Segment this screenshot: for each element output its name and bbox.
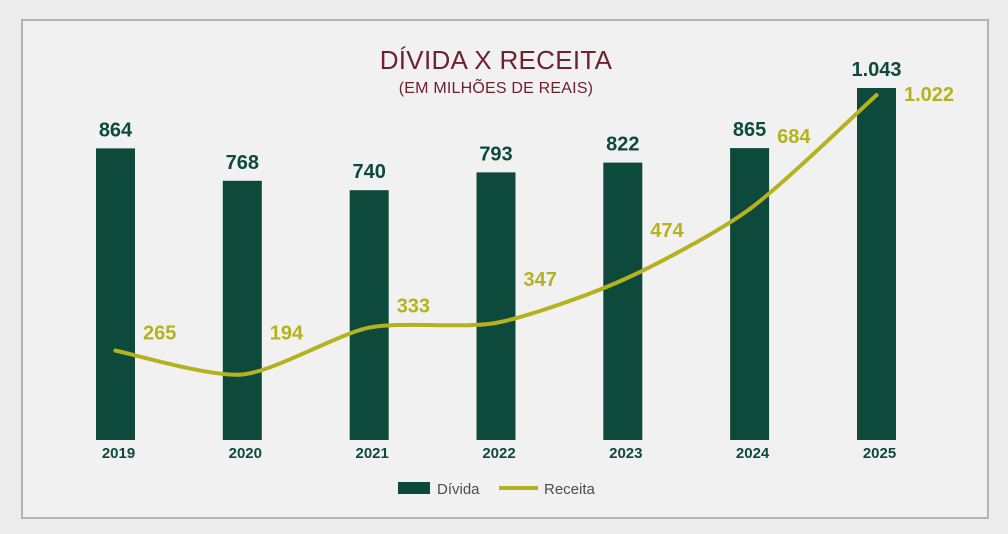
receita-point-2023[interactable]	[620, 278, 625, 282]
x-tick-label-2019: 2019	[102, 445, 135, 462]
legend-label-divida: Dívida	[437, 481, 480, 498]
chart-title: DÍVIDA X RECEITA	[380, 45, 613, 75]
receita-point-2022[interactable]	[494, 320, 498, 325]
bar-divida-2022[interactable]	[476, 172, 516, 440]
divida-value-label-2024: 865	[733, 119, 766, 141]
receita-value-label-2022: 347	[524, 269, 557, 291]
bar-divida-2019[interactable]	[96, 148, 135, 440]
x-tick-label-2023: 2023	[609, 445, 642, 462]
divida-bars	[96, 88, 896, 441]
receita-value-label-2023: 474	[650, 220, 684, 242]
x-tick-label-2022: 2022	[482, 445, 515, 462]
legend-item-receita[interactable]: Receita	[499, 481, 596, 498]
chart-subtitle: (EM MILHÕES DE REAIS)	[399, 77, 593, 97]
receita-point-2020[interactable]	[240, 372, 245, 377]
receita-value-labels: 265 194 333 347 474 684 1.022	[143, 84, 954, 345]
receita-points	[113, 93, 879, 377]
bar-divida-2025[interactable]	[857, 88, 896, 440]
legend-label-receita: Receita	[544, 481, 596, 498]
x-axis-ticks: 2019 2020 2021 2022 2023 2024 2025	[102, 445, 896, 462]
receita-value-label-2025: 1.022	[904, 84, 954, 106]
x-tick-label-2024: 2024	[736, 445, 770, 462]
receita-point-2021[interactable]	[367, 325, 372, 330]
divida-value-label-2021: 740	[353, 161, 386, 183]
receita-value-label-2024: 684	[777, 126, 811, 148]
receita-value-label-2019: 265	[143, 323, 176, 345]
legend-swatch-divida	[398, 482, 430, 494]
legend: Dívida Receita	[398, 481, 596, 498]
receita-point-2024[interactable]	[747, 207, 752, 212]
divida-value-label-2025: 1.043	[851, 59, 901, 81]
x-tick-label-2025: 2025	[863, 445, 896, 462]
divida-value-label-2022: 793	[479, 143, 512, 165]
bar-divida-2023[interactable]	[603, 162, 643, 440]
receita-point-2019[interactable]	[113, 348, 118, 353]
receita-value-label-2020: 194	[270, 323, 304, 345]
x-tick-label-2021: 2021	[356, 445, 389, 462]
divida-value-label-2023: 822	[606, 134, 639, 156]
bar-divida-2021[interactable]	[349, 190, 389, 440]
receita-value-label-2021: 333	[397, 296, 430, 318]
x-tick-label-2020: 2020	[229, 445, 262, 462]
receita-point-2025[interactable]	[874, 93, 879, 98]
divida-value-label-2020: 768	[226, 152, 259, 174]
legend-item-divida[interactable]: Dívida	[398, 481, 480, 498]
divida-value-label-2019: 864	[99, 119, 133, 141]
bar-divida-2020[interactable]	[222, 180, 262, 441]
bar-divida-2024[interactable]	[730, 148, 770, 440]
divida-value-labels: 864 768 740 793 822 865 1.043	[99, 59, 902, 183]
